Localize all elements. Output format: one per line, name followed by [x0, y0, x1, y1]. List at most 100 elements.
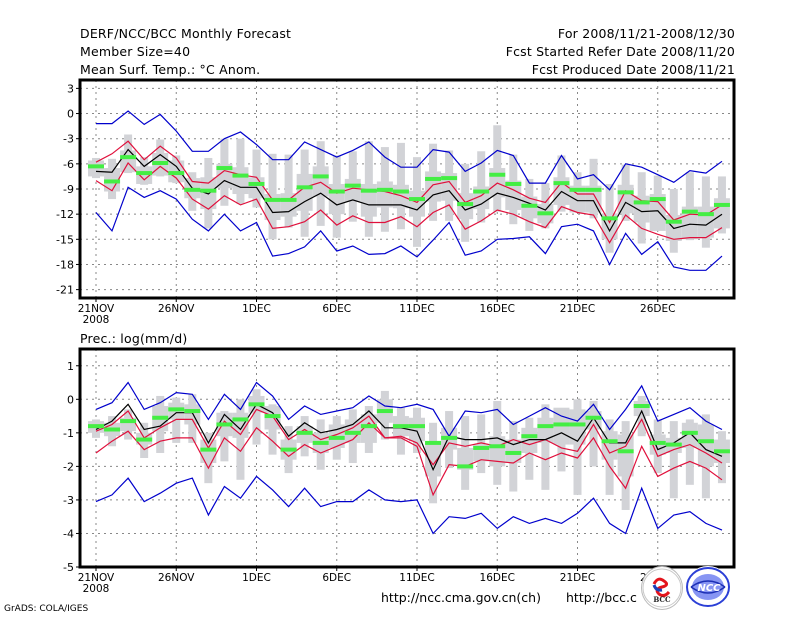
median-marker	[457, 202, 474, 207]
ncc-url-link[interactable]: http://ncc.cma.gov.cn(ch)	[381, 590, 541, 605]
box-bar	[489, 436, 506, 467]
median-marker	[569, 187, 586, 192]
whisker-bar	[685, 419, 694, 485]
svg-text:BCC: BCC	[653, 595, 671, 604]
median-marker	[585, 187, 602, 192]
median-marker	[232, 417, 249, 422]
median-marker	[104, 427, 121, 432]
min-line	[95, 475, 723, 535]
x-tick-label: 26NOV	[158, 572, 195, 584]
x-tick-label: 26DEC	[640, 303, 675, 315]
forecast-period: For 2008/11/21-2008/12/30	[557, 26, 735, 41]
box-bar	[633, 400, 650, 417]
median-marker	[312, 440, 329, 445]
plot-frame	[78, 78, 736, 300]
box-bar	[569, 185, 586, 213]
max-line	[96, 110, 723, 191]
median-marker	[473, 445, 490, 450]
median-marker	[697, 439, 714, 444]
median-marker	[392, 424, 409, 429]
box-bar	[328, 183, 345, 215]
box-bar	[457, 193, 474, 220]
median-marker	[505, 181, 522, 186]
median-marker	[136, 437, 153, 442]
median-marker	[601, 439, 618, 444]
bcc-url-link[interactable]: http://bcc.c	[566, 590, 637, 605]
y-tick-label: -5	[63, 561, 74, 574]
median-marker	[344, 430, 361, 435]
whisker-bar	[284, 154, 293, 228]
box-bar	[312, 166, 329, 197]
box-bar	[681, 422, 698, 448]
median-marker	[665, 442, 682, 447]
y-tick-label: 3	[67, 82, 74, 95]
median-marker	[649, 197, 666, 202]
y-tick-label: -18	[56, 258, 74, 271]
median-marker	[521, 434, 538, 439]
median-marker	[665, 219, 682, 224]
median-marker	[697, 212, 714, 217]
box-bar	[633, 195, 650, 223]
median-marker	[489, 172, 506, 177]
x-tick-year-label: 2008	[83, 583, 110, 595]
x-tick-label: 26NOV	[158, 303, 195, 315]
median-marker	[312, 174, 329, 179]
median-marker	[376, 187, 393, 192]
whisker-bar	[685, 172, 694, 241]
median-marker	[441, 435, 458, 440]
chart-title: DERF/NCC/BCC Monthly Forecast	[80, 26, 292, 41]
y-tick-label: -3	[63, 133, 74, 146]
x-tick-label: 21NOV	[78, 572, 115, 584]
median-marker	[168, 171, 185, 176]
median-marker	[88, 164, 104, 169]
plot-frame	[78, 347, 736, 569]
upper-sigma-line	[95, 140, 723, 224]
median-marker	[713, 449, 730, 454]
median-marker	[184, 409, 201, 414]
median-marker	[280, 197, 297, 202]
median-marker	[569, 422, 586, 427]
median-marker	[264, 414, 281, 419]
y-tick-label: -21	[56, 284, 74, 297]
median-marker	[441, 176, 458, 181]
box-bar	[601, 431, 618, 460]
x-tick-year-label: 2008	[83, 314, 110, 326]
lower-sigma-line	[95, 162, 723, 244]
median-marker	[216, 166, 233, 171]
median-marker	[553, 422, 570, 427]
median-marker	[633, 200, 650, 205]
median-marker	[360, 424, 377, 429]
forecast-started-date: Fcst Started Refer Date 2008/11/20	[505, 44, 735, 59]
median-marker	[585, 415, 602, 420]
member-size: Member Size=40	[80, 44, 191, 59]
y-tick-label: -12	[56, 208, 74, 221]
median-marker	[537, 211, 554, 216]
median-marker	[216, 422, 233, 427]
median-marker	[344, 183, 361, 188]
median-marker	[489, 444, 506, 449]
median-marker	[553, 181, 570, 186]
box-bar	[184, 404, 201, 425]
median-marker	[681, 209, 698, 214]
box-bar	[617, 434, 634, 477]
box-bar	[296, 173, 313, 211]
median-marker	[409, 424, 425, 429]
lower-panel-variable: Prec.: log(mm/d)	[80, 331, 188, 346]
box-bar	[409, 190, 425, 217]
whisker-bar	[589, 400, 598, 467]
y-tick-label: 0	[67, 108, 74, 121]
box-bar	[376, 181, 393, 208]
box-bar	[617, 184, 634, 214]
median-marker	[392, 189, 409, 194]
grads-credit: GrADS: COLA/IGES	[4, 604, 89, 614]
ncc-emblem-icon: NCC	[686, 567, 730, 607]
median-marker	[248, 181, 265, 186]
median-marker	[184, 187, 201, 192]
whisker-bar	[172, 397, 181, 443]
box-bar	[537, 417, 554, 443]
median-marker	[473, 189, 490, 194]
box-bar	[280, 193, 297, 217]
whisker-bar	[236, 399, 245, 480]
median-marker	[409, 197, 425, 202]
